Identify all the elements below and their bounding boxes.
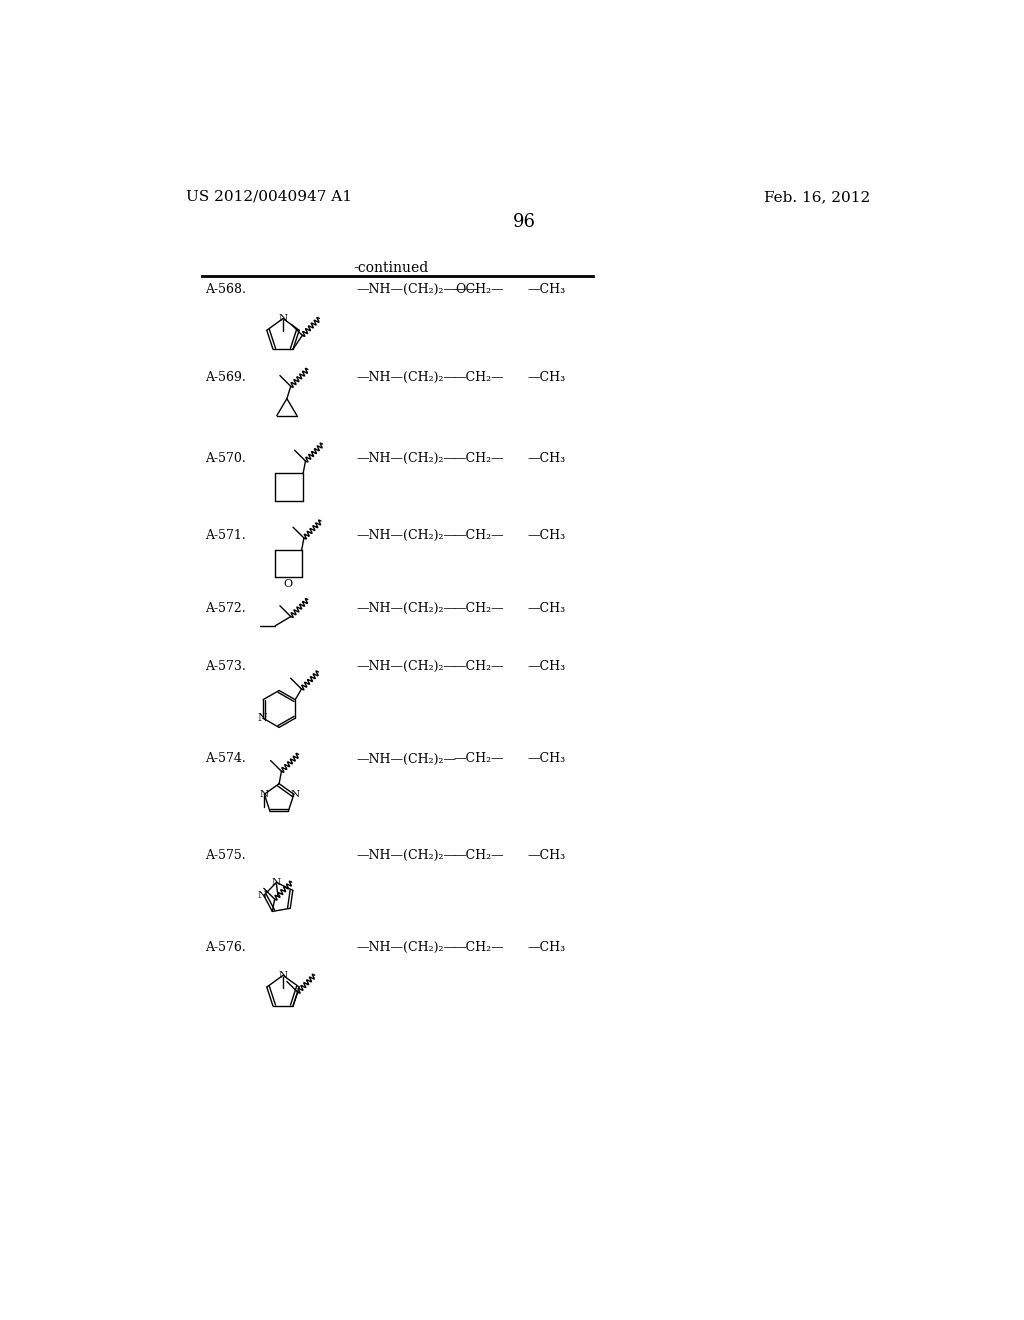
Text: —CH₂—: —CH₂— [454,453,504,465]
Text: —NH—(CH₂)₂—O—: —NH—(CH₂)₂—O— [356,282,479,296]
Text: —NH—(CH₂)₂—: —NH—(CH₂)₂— [356,752,457,766]
Text: Feb. 16, 2012: Feb. 16, 2012 [764,190,869,203]
Text: —CH₂—: —CH₂— [454,371,504,384]
Text: N: N [279,314,288,323]
Text: —CH₂—: —CH₂— [454,282,504,296]
Text: —CH₃: —CH₃ [527,453,565,465]
Text: —NH—(CH₂)₂—: —NH—(CH₂)₂— [356,849,457,862]
Text: -continued: -continued [354,261,429,275]
Text: A-570.: A-570. [206,453,246,465]
Text: 96: 96 [513,213,537,231]
Text: N: N [259,789,268,799]
Text: —NH—(CH₂)₂—: —NH—(CH₂)₂— [356,371,457,384]
Text: A-571.: A-571. [206,529,246,543]
Text: —NH—(CH₂)₂—: —NH—(CH₂)₂— [356,529,457,543]
Text: —CH₃: —CH₃ [527,752,565,766]
Text: —CH₂—: —CH₂— [454,660,504,673]
Text: —NH—(CH₂)₂—: —NH—(CH₂)₂— [356,602,457,615]
Text: A-574.: A-574. [206,752,246,766]
Text: O: O [284,579,293,589]
Text: —NH—(CH₂)₂—: —NH—(CH₂)₂— [356,660,457,673]
Text: N: N [290,789,299,799]
Text: N: N [257,713,267,723]
Text: —CH₃: —CH₃ [527,529,565,543]
Text: A-569.: A-569. [206,371,246,384]
Text: —CH₂—: —CH₂— [454,529,504,543]
Text: A-572.: A-572. [206,602,246,615]
Text: A-576.: A-576. [206,941,246,954]
Text: —CH₃: —CH₃ [527,849,565,862]
Text: N: N [258,891,267,900]
Text: —CH₃: —CH₃ [527,602,565,615]
Text: US 2012/0040947 A1: US 2012/0040947 A1 [186,190,352,203]
Text: —NH—(CH₂)₂—: —NH—(CH₂)₂— [356,941,457,954]
Text: —CH₂—: —CH₂— [454,602,504,615]
Text: N: N [271,878,281,887]
Text: —CH₃: —CH₃ [527,941,565,954]
Text: —CH₃: —CH₃ [527,660,565,673]
Text: —CH₂—: —CH₂— [454,849,504,862]
Text: —CH₂—: —CH₂— [454,941,504,954]
Text: —CH₂—: —CH₂— [454,752,504,766]
Text: A-575.: A-575. [206,849,246,862]
Text: N: N [279,972,288,979]
Text: —CH₃: —CH₃ [527,282,565,296]
Text: —NH—(CH₂)₂—: —NH—(CH₂)₂— [356,453,457,465]
Text: A-573.: A-573. [206,660,246,673]
Text: A-568.: A-568. [206,282,247,296]
Text: —CH₃: —CH₃ [527,371,565,384]
